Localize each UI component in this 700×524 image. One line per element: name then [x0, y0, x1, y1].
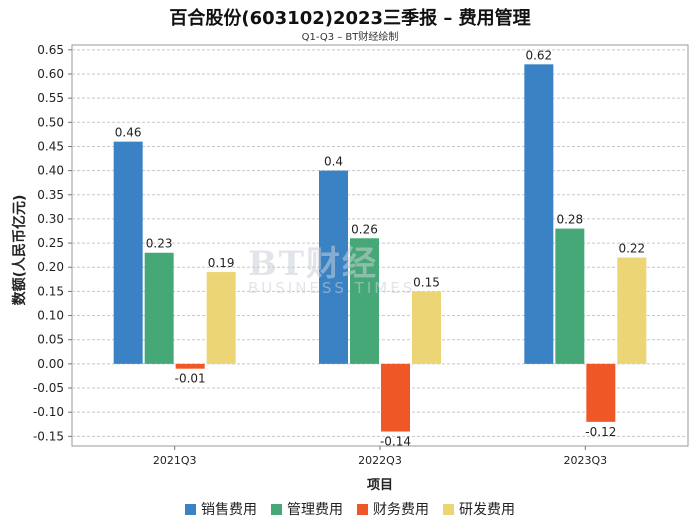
legend-item: 管理费用 — [271, 499, 343, 519]
data-labels: 0.46 0.23 -0.01 0.19 0.4 0.26 -0.14 0.15 0.62 0.2… — [115, 48, 645, 448]
legend-label: 财务费用 — [373, 502, 429, 518]
x-tick-label: 2022Q3 — [358, 454, 402, 467]
bar — [350, 238, 379, 364]
y-axis-title: 数额(人民币亿元) — [11, 195, 28, 306]
bar — [617, 257, 647, 364]
data-label: 0.28 — [556, 213, 583, 227]
legend: 销售费用 管理费用 财务费用 研发费用 — [0, 499, 700, 519]
legend-label: 管理费用 — [287, 502, 343, 518]
y-tick-label: 0.40 — [37, 164, 64, 178]
data-label: -0.14 — [380, 435, 411, 449]
legend-swatch — [271, 503, 282, 515]
y-tick-label: 0.25 — [37, 236, 64, 250]
data-label: 0.62 — [525, 48, 552, 62]
chart-title: 百合股份(603102)2023三季报 – 费用管理 — [169, 8, 531, 29]
legend-item: 研发费用 — [443, 499, 515, 519]
x-tick-label: 2021Q3 — [153, 454, 197, 467]
bar — [412, 291, 441, 364]
data-label: 0.46 — [115, 126, 142, 140]
x-axis-title: 项目 — [367, 478, 393, 493]
y-tick-label: -0.05 — [33, 381, 64, 395]
y-tick-label: 0.05 — [37, 333, 64, 347]
bar — [381, 363, 410, 432]
bar — [586, 363, 616, 422]
data-label: 0.15 — [413, 275, 440, 289]
legend-swatch — [443, 503, 454, 515]
y-tick-label: 0.35 — [37, 188, 64, 202]
y-tick-label: 0.20 — [37, 260, 64, 274]
bar — [319, 170, 348, 364]
y-tick-label: 0.45 — [37, 139, 64, 153]
data-label: -0.01 — [175, 372, 206, 386]
data-label: 0.4 — [324, 155, 343, 169]
y-tick-label: 0.65 — [37, 43, 64, 57]
data-label: -0.12 — [585, 425, 616, 439]
bar — [524, 64, 554, 364]
y-tick-label: 0.00 — [37, 357, 64, 371]
x-axis: 2021Q3 2022Q3 2023Q3 — [153, 446, 607, 467]
bar — [175, 363, 205, 369]
bar — [144, 252, 174, 364]
legend-item: 财务费用 — [357, 499, 429, 519]
y-tick-label: 0.55 — [37, 91, 64, 105]
legend-item: 销售费用 — [185, 499, 257, 519]
y-tick-label: -0.10 — [33, 405, 64, 419]
bar — [206, 272, 236, 364]
legend-label: 研发费用 — [459, 502, 515, 518]
y-tick-label: 0.15 — [37, 284, 64, 298]
y-tick-label: 0.30 — [37, 212, 64, 226]
x-tick-label: 2023Q3 — [564, 454, 608, 467]
grid-lines — [71, 44, 689, 447]
bar-series — [113, 64, 647, 432]
legend-label: 销售费用 — [201, 502, 257, 518]
data-label: 0.22 — [618, 242, 645, 256]
y-tick-label: -0.15 — [33, 429, 64, 443]
y-tick-label: 0.10 — [37, 309, 64, 323]
bar — [555, 228, 585, 364]
data-label: 0.19 — [208, 256, 235, 270]
y-tick-label: 0.50 — [37, 115, 64, 129]
chart-subtitle: Q1-Q3 – BT财经绘制 — [301, 32, 399, 43]
data-label: 0.26 — [351, 222, 378, 236]
y-axis: 0.65 0.60 0.55 0.50 0.45 0.40 0.35 0.30 0.25 0.20… — [33, 43, 72, 443]
legend-swatch — [357, 503, 368, 515]
bar — [113, 141, 143, 364]
legend-swatch — [185, 503, 196, 515]
data-label: 0.23 — [146, 237, 173, 251]
y-tick-label: 0.60 — [37, 67, 64, 81]
